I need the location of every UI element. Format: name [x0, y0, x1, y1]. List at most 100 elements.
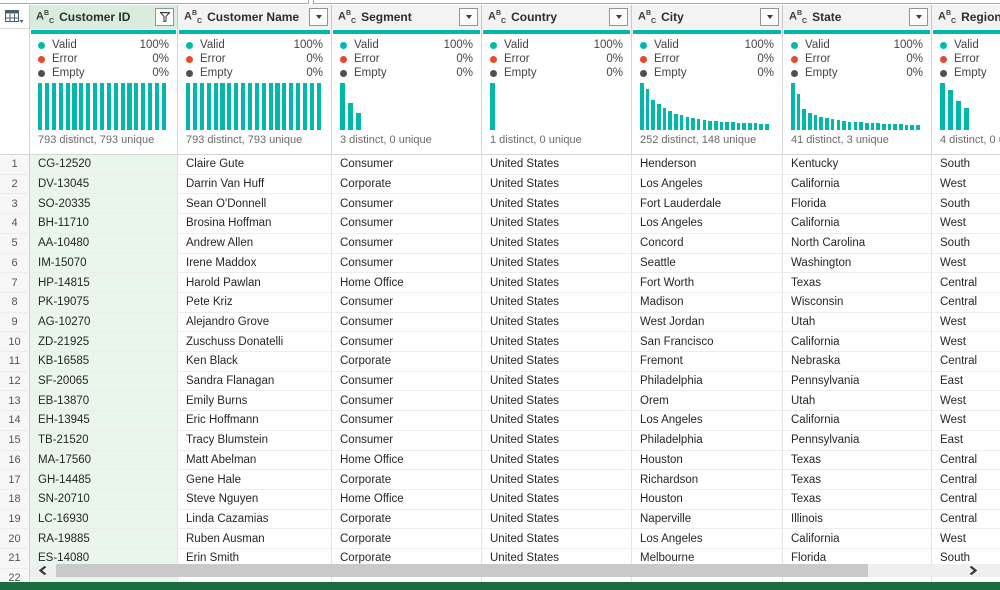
cell[interactable]: West — [932, 411, 1000, 431]
cell[interactable]: Fort Lauderdale — [632, 194, 783, 215]
cell[interactable]: ZD-21925 — [30, 332, 178, 353]
value-distribution-histogram[interactable] — [186, 83, 323, 130]
cell[interactable]: Home Office — [332, 273, 482, 293]
cell[interactable]: EB-13870 — [30, 391, 178, 412]
cell[interactable]: West Jordan — [632, 312, 783, 333]
column-header-city[interactable]: ABC City — [632, 5, 783, 29]
cell[interactable]: Linda Cazamias — [178, 509, 332, 530]
cell[interactable]: Home Office — [332, 489, 482, 510]
cell[interactable]: Henderson — [632, 155, 783, 175]
cell[interactable]: United States — [482, 489, 632, 510]
row-number[interactable]: 8 — [0, 292, 30, 313]
cell[interactable]: Pennsylvania — [783, 371, 932, 392]
row-number[interactable]: 20 — [0, 529, 30, 550]
cell[interactable]: Sandra Flanagan — [178, 371, 332, 392]
cell[interactable]: Naperville — [632, 509, 783, 530]
cell[interactable]: North Carolina — [783, 233, 932, 254]
cell[interactable]: United States — [482, 233, 632, 254]
cell[interactable]: Pennsylvania — [783, 430, 932, 451]
cell[interactable]: Consumer — [332, 411, 482, 431]
cell[interactable]: United States — [482, 509, 632, 530]
cell[interactable]: Tracy Blumstein — [178, 430, 332, 451]
cell[interactable]: Alejandro Grove — [178, 312, 332, 333]
scroll-left-button[interactable] — [30, 564, 56, 577]
cell[interactable]: United States — [482, 332, 632, 353]
cell[interactable]: Ken Black — [178, 352, 332, 372]
row-number[interactable]: 21 — [0, 549, 30, 569]
cell[interactable]: PK-19075 — [30, 292, 178, 313]
row-number[interactable]: 3 — [0, 194, 30, 215]
cell[interactable]: West — [932, 174, 1000, 195]
cell[interactable]: Consumer — [332, 430, 482, 451]
cell[interactable]: South — [932, 155, 1000, 175]
cell[interactable]: LC-16930 — [30, 509, 178, 530]
cell[interactable]: Consumer — [332, 233, 482, 254]
cell[interactable]: Los Angeles — [632, 529, 783, 550]
cell[interactable]: South — [932, 194, 1000, 215]
cell[interactable]: South — [932, 233, 1000, 254]
row-number[interactable]: 7 — [0, 273, 30, 293]
cell[interactable]: AG-10270 — [30, 312, 178, 333]
cell[interactable]: Consumer — [332, 391, 482, 412]
cell[interactable]: SN-20710 — [30, 489, 178, 510]
value-distribution-histogram[interactable] — [640, 83, 774, 130]
column-header-region[interactable]: ABC Region — [932, 5, 1000, 29]
cell[interactable]: California — [783, 174, 932, 195]
filter-button[interactable] — [155, 8, 174, 26]
cell[interactable]: Houston — [632, 450, 783, 471]
row-number[interactable]: 16 — [0, 450, 30, 471]
cell[interactable]: Corporate — [332, 529, 482, 550]
cell[interactable]: Gene Hale — [178, 470, 332, 490]
cell[interactable]: Concord — [632, 233, 783, 254]
column-header-state[interactable]: ABC State — [783, 5, 932, 29]
value-distribution-histogram[interactable] — [490, 83, 623, 130]
cell[interactable]: California — [783, 411, 932, 431]
cell[interactable]: United States — [482, 371, 632, 392]
cell[interactable]: United States — [482, 292, 632, 313]
row-number[interactable]: 11 — [0, 352, 30, 372]
row-number[interactable]: 6 — [0, 253, 30, 274]
cell[interactable]: United States — [482, 529, 632, 550]
cell[interactable]: California — [783, 529, 932, 550]
cell[interactable]: GH-14485 — [30, 470, 178, 490]
cell[interactable]: United States — [482, 253, 632, 274]
row-number[interactable]: 2 — [0, 174, 30, 195]
cell[interactable]: Madison — [632, 292, 783, 313]
cell[interactable]: East — [932, 430, 1000, 451]
cell[interactable]: West — [932, 253, 1000, 274]
cell[interactable]: Corporate — [332, 470, 482, 490]
cell[interactable]: West — [932, 529, 1000, 550]
cell[interactable]: Darrin Van Huff — [178, 174, 332, 195]
cell[interactable]: Richardson — [632, 470, 783, 490]
cell[interactable]: MA-17560 — [30, 450, 178, 471]
dropdown-button[interactable] — [760, 8, 779, 26]
cell[interactable]: Seattle — [632, 253, 783, 274]
column-header-country[interactable]: ABC Country — [482, 5, 632, 29]
cell[interactable]: Corporate — [332, 174, 482, 195]
row-number[interactable]: 18 — [0, 489, 30, 510]
cell[interactable]: Wisconsin — [783, 292, 932, 313]
dropdown-button[interactable] — [609, 8, 628, 26]
cell[interactable]: Erin Smith — [178, 549, 332, 569]
cell[interactable]: Philadelphia — [632, 430, 783, 451]
column-header-customer-id[interactable]: ABC Customer ID — [30, 5, 178, 29]
cell[interactable]: SF-20065 — [30, 371, 178, 392]
cell[interactable]: Harold Pawlan — [178, 273, 332, 293]
cell[interactable]: RA-19885 — [30, 529, 178, 550]
cell[interactable]: EH-13945 — [30, 411, 178, 431]
cell[interactable]: Emily Burns — [178, 391, 332, 412]
row-number[interactable]: 19 — [0, 509, 30, 530]
cell[interactable]: Los Angeles — [632, 214, 783, 234]
cell[interactable]: Kentucky — [783, 155, 932, 175]
cell[interactable]: Corporate — [332, 509, 482, 530]
cell[interactable]: Steve Nguyen — [178, 489, 332, 510]
cell[interactable]: Fort Worth — [632, 273, 783, 293]
value-distribution-histogram[interactable] — [791, 83, 923, 130]
cell[interactable]: United States — [482, 549, 632, 569]
row-number[interactable]: 12 — [0, 371, 30, 392]
column-header-customer-name[interactable]: ABC Customer Name — [178, 5, 332, 29]
cell[interactable]: Utah — [783, 391, 932, 412]
cell[interactable]: Texas — [783, 273, 932, 293]
value-distribution-histogram[interactable] — [38, 83, 169, 130]
cell[interactable]: Andrew Allen — [178, 233, 332, 254]
